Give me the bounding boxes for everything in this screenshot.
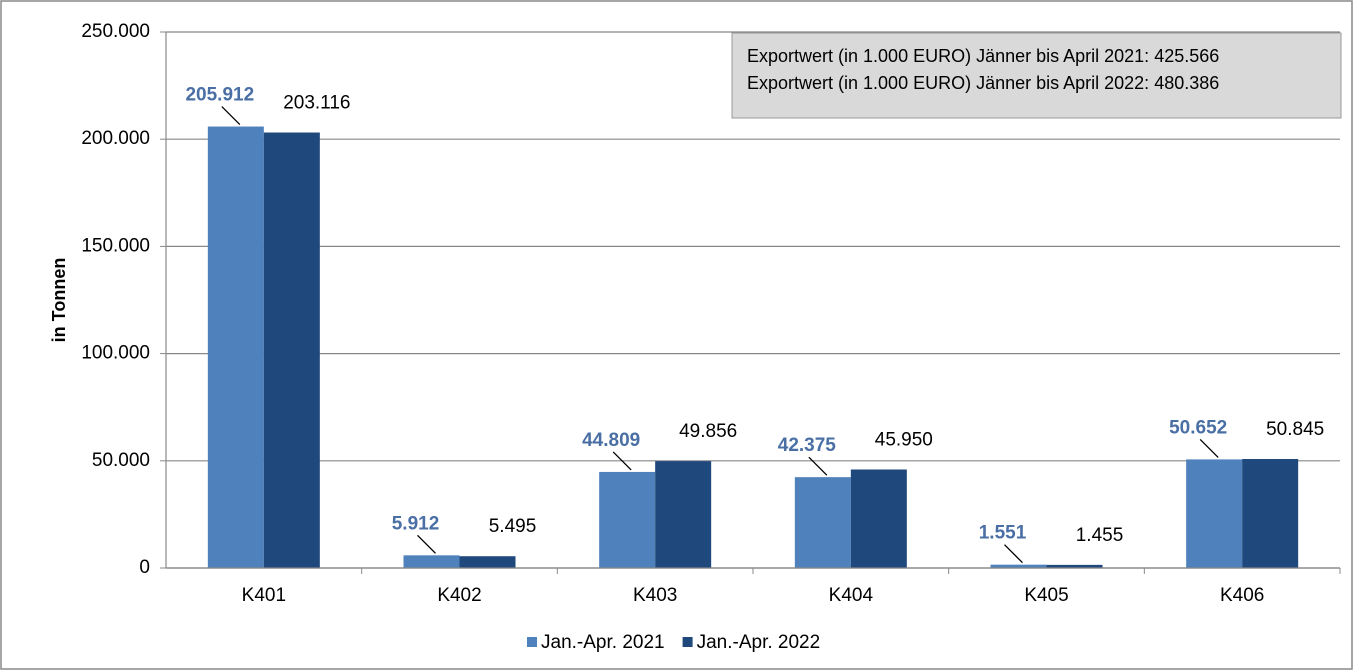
y-tick-label: 50.000	[92, 450, 150, 471]
data-label: 5.495	[489, 516, 537, 537]
data-label: 42.375	[778, 435, 837, 456]
y-tick-label: 200.000	[81, 128, 150, 149]
legend-label: Jan.-Apr. 2021	[541, 632, 665, 653]
bar	[1242, 458, 1299, 568]
data-label: 50.845	[1266, 419, 1324, 440]
x-tick-label: K403	[633, 585, 677, 606]
data-label: 45.950	[875, 429, 933, 450]
y-tick-label: 100.000	[81, 343, 150, 364]
bar	[599, 471, 656, 568]
data-label: 50.652	[1169, 417, 1227, 438]
bar	[403, 555, 460, 568]
data-label: 5.912	[392, 513, 440, 534]
data-label: 49.856	[679, 421, 737, 442]
bar	[263, 132, 320, 569]
data-label: 205.912	[185, 85, 254, 106]
y-tick-label: 150.000	[81, 235, 150, 256]
bar	[1046, 564, 1103, 568]
x-tick-label: K406	[1220, 585, 1264, 606]
annotation-box	[731, 32, 1342, 119]
x-tick-label: K404	[829, 585, 874, 606]
leader-line	[808, 456, 828, 476]
annotation: Exportwert (in 1.000 EURO) Jänner bis Ap…	[747, 73, 1219, 93]
bar	[207, 126, 264, 569]
bar	[794, 477, 851, 568]
data-label: 44.809	[582, 430, 640, 451]
bar	[655, 461, 712, 568]
legend-label: Jan.-Apr. 2022	[697, 632, 821, 653]
annotation: Exportwert (in 1.000 EURO) Jänner bis Ap…	[747, 46, 1219, 66]
data-label: 1.455	[1076, 525, 1124, 546]
leader-line	[1199, 438, 1219, 458]
x-tick-label: K405	[1024, 585, 1068, 606]
data-label: 1.551	[979, 523, 1027, 544]
leader-line	[1004, 544, 1023, 564]
legend-swatch	[527, 637, 537, 647]
y-tick-label: 0	[139, 557, 150, 578]
y-tick-label: 250.000	[81, 21, 150, 42]
leader-line	[417, 534, 436, 554]
bar	[459, 556, 516, 568]
leader-line	[221, 106, 241, 125]
bar	[990, 564, 1047, 568]
x-tick-label: K402	[437, 585, 481, 606]
leader-line	[612, 451, 632, 471]
bar	[850, 469, 907, 568]
data-label: 203.116	[283, 93, 350, 114]
x-tick-label: K401	[242, 585, 286, 606]
y-axis-title: in Tonnen	[49, 258, 69, 343]
legend-swatch	[682, 637, 693, 647]
bar	[1186, 459, 1243, 568]
